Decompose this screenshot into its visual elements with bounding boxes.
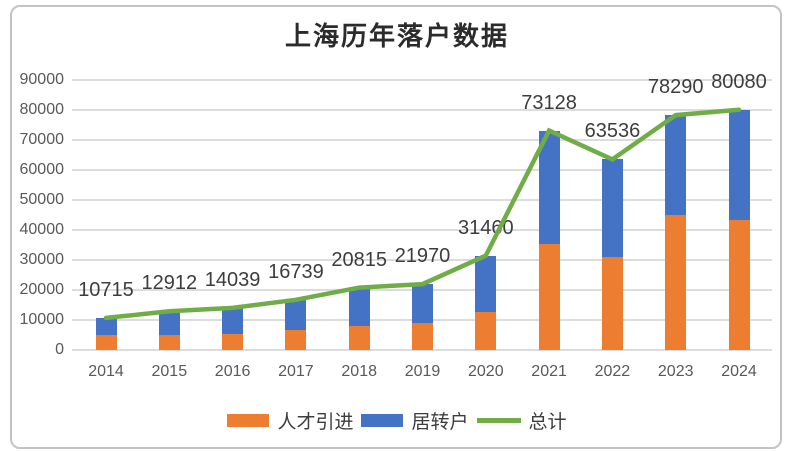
bar-segment-talent-import	[95, 335, 117, 350]
data-label-total: 16739	[268, 260, 324, 283]
x-axis-tick-label: 2016	[214, 363, 251, 380]
data-label-total: 80080	[711, 70, 767, 93]
chart-title: 上海历年落户数据	[284, 22, 509, 51]
y-axis-tick-label: 30000	[19, 251, 65, 268]
y-axis-tick-label: 60000	[19, 161, 65, 178]
data-label-total: 20815	[331, 248, 387, 271]
bar-segment-residence-transfer	[222, 307, 244, 334]
bar-segment-talent-import	[475, 311, 497, 350]
bar-segment-residence-transfer	[475, 255, 497, 312]
data-label-total: 78290	[647, 76, 704, 99]
legend-label-total: 总计	[528, 412, 567, 433]
bar-segment-talent-import	[158, 334, 180, 350]
gridline	[72, 79, 772, 81]
bar-segment-residence-transfer	[348, 287, 370, 326]
gridline	[72, 229, 772, 231]
gridline	[72, 199, 772, 201]
legend-swatch-talent-import	[227, 414, 270, 427]
x-axis-tick-label: 2015	[151, 363, 188, 380]
y-axis-tick-label: 10000	[19, 311, 65, 328]
y-axis-tick-label: 90000	[19, 71, 65, 88]
x-axis-tick-label: 2020	[468, 363, 504, 380]
bar-segment-talent-import	[728, 220, 750, 350]
data-label-total: 12912	[141, 272, 198, 295]
bar-segment-residence-transfer	[95, 317, 117, 335]
bar-segment-residence-transfer	[285, 299, 307, 331]
x-axis-tick-label: 2023	[657, 363, 694, 380]
bar-segment-residence-transfer	[158, 311, 180, 335]
x-axis-tick-label: 2014	[88, 363, 124, 380]
data-label-total: 14039	[204, 268, 261, 291]
bar-segment-talent-import	[601, 257, 623, 350]
data-label-total: 73128	[521, 91, 577, 114]
bar-segment-residence-transfer	[412, 284, 433, 324]
data-label-total: 10715	[78, 278, 134, 301]
x-axis-tick-label: 2021	[531, 363, 567, 380]
bar-segment-residence-transfer	[538, 130, 560, 244]
data-label-total: 21970	[394, 245, 451, 268]
legend-label-residence-transfer: 居转户	[411, 412, 469, 433]
y-axis-tick-label: 20000	[19, 281, 65, 298]
gridline	[72, 139, 772, 141]
bar-segment-residence-transfer	[665, 115, 687, 216]
bar-segment-residence-transfer	[728, 109, 750, 221]
y-axis-tick-label: 80000	[19, 101, 65, 118]
legend-swatch-residence-transfer	[361, 414, 404, 427]
x-axis-tick-label: 2018	[341, 363, 377, 380]
data-label-total: 63536	[584, 120, 641, 143]
legend-label-talent-import: 人才引进	[277, 412, 354, 433]
legend-swatch-total-line	[476, 418, 521, 423]
y-axis-tick-label: 40000	[19, 221, 65, 238]
gridline	[72, 169, 772, 171]
bar-segment-talent-import	[285, 330, 307, 350]
bar-segment-talent-import	[412, 323, 433, 350]
x-axis-tick-label: 2024	[721, 363, 757, 380]
y-axis-tick-label: 50000	[19, 191, 65, 208]
bar-segment-talent-import	[538, 243, 560, 350]
y-axis-tick-label: 70000	[19, 131, 65, 148]
chart-legend: 人才引进 居转户 总计	[0, 407, 794, 434]
gridline	[72, 349, 772, 351]
bar-segment-talent-import	[222, 333, 244, 350]
x-axis-tick-label: 2017	[278, 363, 314, 380]
bar-segment-talent-import	[665, 215, 687, 350]
bar-segment-residence-transfer	[601, 159, 623, 257]
x-axis-tick-label: 2022	[594, 363, 631, 380]
gridline	[72, 259, 772, 261]
x-axis-tick-label: 2019	[404, 363, 441, 380]
gridline	[72, 109, 772, 111]
bar-segment-talent-import	[348, 325, 370, 350]
y-axis-tick-label: 0	[55, 341, 64, 358]
